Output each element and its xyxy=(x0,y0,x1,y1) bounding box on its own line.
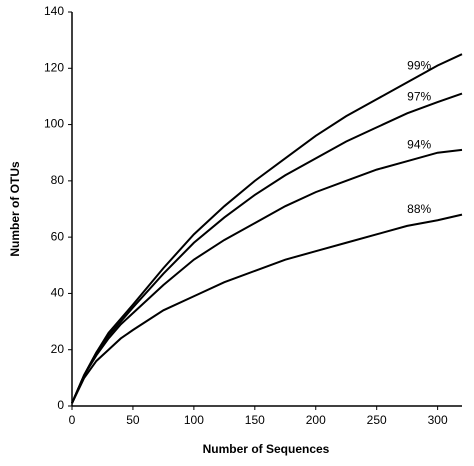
x-tick-label: 200 xyxy=(306,413,326,427)
x-tick-label: 300 xyxy=(428,413,448,427)
x-tick-label: 250 xyxy=(367,413,387,427)
y-tick-label: 60 xyxy=(51,229,65,243)
x-tick-label: 100 xyxy=(184,413,204,427)
y-tick-label: 100 xyxy=(44,117,64,131)
x-tick-label: 0 xyxy=(69,413,76,427)
series-label: 99% xyxy=(407,59,431,73)
series-line xyxy=(71,53,463,404)
x-axis-title: Number of Sequences xyxy=(203,442,330,456)
y-tick-label: 80 xyxy=(51,173,65,187)
y-tick-label: 120 xyxy=(44,60,64,74)
x-tick-label: 150 xyxy=(245,413,265,427)
series-label: 88% xyxy=(407,202,431,216)
y-axis-title: Number of OTUs xyxy=(8,161,22,257)
series-label: 97% xyxy=(407,89,431,103)
y-tick-label: 140 xyxy=(44,4,64,18)
series-line xyxy=(71,148,463,404)
series-line xyxy=(71,213,463,404)
x-tick-label: 50 xyxy=(126,413,140,427)
y-tick-label: 20 xyxy=(51,342,65,356)
y-tick-label: 40 xyxy=(51,286,65,300)
series-label: 94% xyxy=(407,137,431,151)
y-tick-label: 0 xyxy=(57,398,64,412)
series-line xyxy=(71,92,463,404)
